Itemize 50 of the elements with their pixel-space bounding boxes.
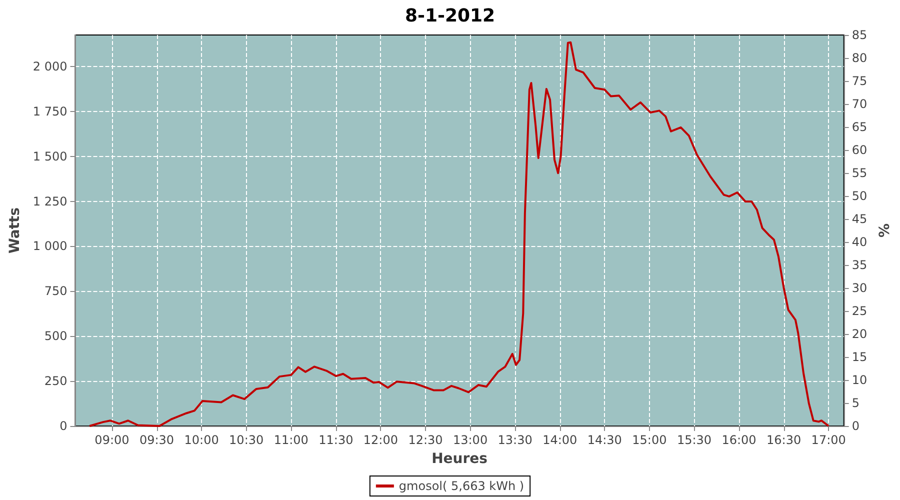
y-tick-label: 1 500: [32, 149, 68, 164]
y2-tick-label: 60: [852, 143, 868, 157]
x-tick-label: 14:00: [542, 433, 578, 447]
x-tick-label: 15:00: [632, 433, 667, 447]
y2-tick-label: 10: [852, 373, 868, 387]
y2-tick-label: 65: [852, 120, 868, 134]
x-tick-label: 13:30: [498, 433, 532, 447]
x-tick-label: 13:00: [452, 433, 488, 447]
y-tick-label: 250: [44, 374, 68, 388]
x-tick-label: 12:30: [408, 433, 443, 447]
x-tick-label: 09:30: [139, 433, 174, 447]
y2-tick-label: 45: [852, 212, 868, 226]
y-tick-label: 0: [60, 419, 68, 433]
y2-axis-title: %: [877, 223, 893, 238]
y-tick-label: 1 750: [32, 104, 68, 118]
y2-tick-label: 35: [852, 258, 868, 272]
x-tick-label: 15:30: [676, 433, 712, 447]
x-axis-title: Heures: [432, 451, 488, 467]
x-tick-label: 16:30: [766, 433, 802, 447]
y2-tick-label: 20: [852, 327, 868, 341]
y2-tick-label: 15: [852, 350, 868, 364]
x-tick-label: 10:00: [184, 433, 219, 447]
y-tick-label: 2 000: [32, 59, 68, 74]
y2-tick-label: 0: [852, 419, 860, 433]
x-tick-label: 11:30: [318, 433, 354, 447]
line-series: [88, 41, 830, 427]
y2-tick-label: 50: [852, 189, 868, 203]
y2-tick-label: 55: [852, 166, 868, 180]
chart-title: 8-1-2012: [404, 6, 496, 26]
y2-tick-label: 85: [852, 28, 868, 42]
legend-label: gmosol( 5,663 kWh ): [398, 479, 524, 493]
y-tick-label: 1 000: [32, 239, 68, 254]
y2-tick-label: 70: [852, 97, 868, 111]
y2-tick-label: 25: [852, 304, 868, 318]
y2-tick-label: 30: [852, 281, 868, 295]
x-tick-label: 16:00: [722, 433, 756, 447]
y-axis-title: Watts: [7, 207, 23, 254]
x-tick-label: 14:30: [587, 433, 622, 447]
x-tick-label: 09:00: [94, 433, 130, 447]
y2-tick-label: 40: [852, 235, 868, 249]
y2-tick-label: 80: [852, 51, 868, 65]
y2-tick-label: 5: [852, 396, 860, 410]
x-tick-label: 11:00: [274, 433, 308, 447]
x-tick-label: 10:30: [229, 433, 264, 447]
x-tick-label: 17:00: [811, 433, 846, 447]
y-tick-label: 750: [44, 284, 68, 298]
x-tick-label: 12:00: [363, 433, 398, 447]
y2-tick-label: 75: [852, 74, 868, 88]
y-tick-label: 500: [44, 329, 68, 344]
y-tick-label: 1 250: [32, 194, 68, 208]
